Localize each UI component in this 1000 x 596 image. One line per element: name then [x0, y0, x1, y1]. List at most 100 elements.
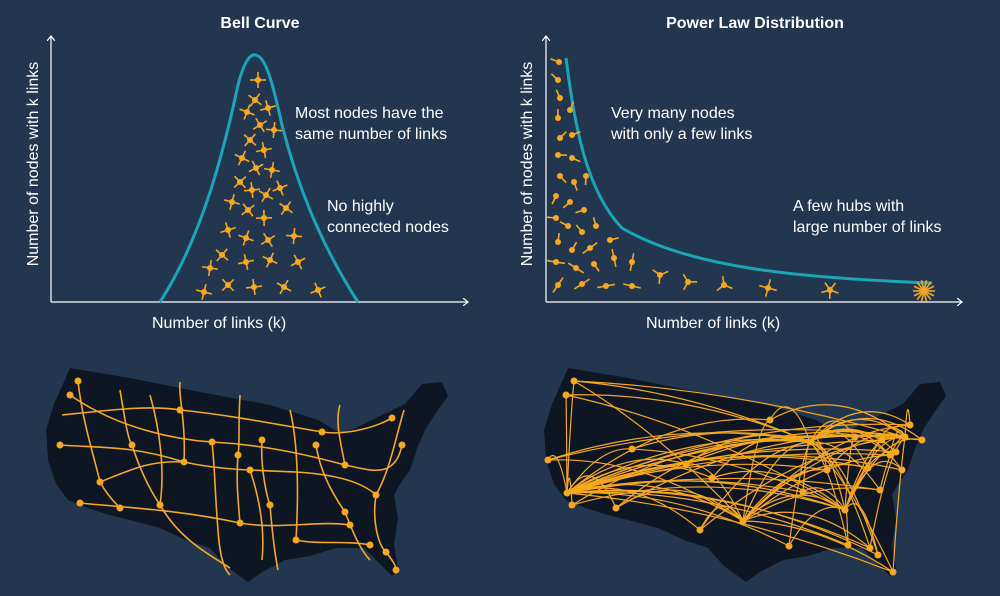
- power-node: [592, 217, 599, 229]
- airline-route: [566, 448, 897, 494]
- airline-city: [785, 542, 793, 550]
- airline-route: [566, 477, 573, 506]
- power-nodes: [546, 58, 935, 302]
- highway-city: [208, 438, 216, 446]
- airline-city: [612, 504, 620, 512]
- power-node: [716, 275, 733, 292]
- airline-route: [742, 494, 846, 522]
- airline-city: [866, 544, 874, 552]
- highway-cities: [56, 377, 406, 574]
- highway-road: [149, 394, 163, 506]
- bell-node: [265, 121, 283, 139]
- bell-node: [290, 254, 306, 270]
- airline-route: [566, 423, 911, 494]
- us-map-left: [46, 368, 448, 582]
- bell-note-same-links: Most nodes have the same number of links: [295, 105, 448, 143]
- airline-city: [878, 436, 886, 444]
- power-law-curve: [564, 57, 933, 285]
- highway-city: [341, 508, 349, 516]
- highway-city: [246, 466, 254, 474]
- highway-city: [128, 441, 136, 449]
- highway-city: [176, 406, 184, 414]
- power-node: [591, 261, 600, 272]
- highway-city: [366, 541, 374, 549]
- highway-city: [236, 519, 244, 527]
- power-node: [550, 58, 562, 65]
- highway-road: [337, 404, 346, 466]
- airline-route: [788, 441, 811, 547]
- highway-road: [295, 539, 371, 546]
- airline-city: [739, 517, 747, 525]
- highway-city: [346, 521, 354, 529]
- airline-city: [864, 464, 872, 472]
- highway-city: [388, 414, 396, 422]
- airline-city: [889, 568, 897, 576]
- bell-node: [215, 248, 229, 262]
- highway-city: [116, 504, 124, 512]
- airline-route: [809, 441, 871, 549]
- highway-city: [292, 536, 300, 544]
- power-node: [821, 282, 839, 300]
- bell-node: [220, 222, 236, 238]
- power-node: [546, 215, 559, 221]
- highway-city: [56, 441, 64, 449]
- airline-route: [566, 458, 687, 494]
- bell-node: [243, 133, 257, 147]
- airline-city: [628, 445, 636, 453]
- airline-city: [823, 466, 831, 474]
- bell-curve-title: Bell Curve: [220, 15, 300, 32]
- power-node: [555, 108, 561, 121]
- airline-route: [802, 487, 846, 511]
- bell-node: [201, 259, 219, 277]
- airline-city: [876, 486, 884, 494]
- airline-route: [844, 436, 906, 511]
- bell-node: [279, 201, 293, 215]
- highway-city: [156, 501, 164, 509]
- bell-node: [243, 181, 261, 199]
- highway-city: [341, 461, 349, 469]
- power-node: [596, 283, 616, 289]
- airline-route: [742, 436, 906, 522]
- power-node: [759, 279, 777, 297]
- airline-city: [851, 433, 859, 441]
- power-node: [574, 278, 590, 290]
- highway-road: [69, 394, 403, 471]
- airline-route: [571, 440, 811, 506]
- airline-route: [809, 441, 846, 511]
- airline-route: [809, 417, 923, 443]
- power-node: [555, 152, 568, 158]
- bell-node: [310, 282, 326, 298]
- highway-road: [249, 469, 264, 561]
- power-node: [571, 179, 578, 191]
- airline-city: [898, 466, 906, 474]
- airline-route: [566, 452, 891, 494]
- power-node: [682, 273, 698, 291]
- power-node: [550, 73, 561, 83]
- airline-city: [874, 551, 882, 559]
- bell-node: [224, 194, 240, 210]
- airline-route: [571, 486, 846, 511]
- airline-route: [566, 484, 744, 522]
- hub-node: [913, 280, 935, 302]
- bell-node: [250, 72, 266, 88]
- highway-road: [289, 409, 299, 541]
- bell-node: [239, 104, 255, 120]
- power-node: [555, 89, 563, 101]
- airline-city: [901, 433, 909, 441]
- bell-node: [248, 160, 264, 176]
- bell-node: [276, 279, 292, 295]
- highway-road: [59, 444, 377, 496]
- airline-route: [742, 424, 911, 522]
- power-node: [607, 237, 619, 243]
- bell-nodes: [196, 72, 326, 300]
- airline-city: [886, 451, 894, 459]
- power-node: [567, 262, 585, 274]
- airline-route: [573, 380, 744, 522]
- power-node: [629, 253, 635, 271]
- airline-city: [906, 421, 914, 429]
- airline-route: [699, 505, 744, 531]
- power-node: [575, 207, 587, 214]
- power-note-hubs: A few hubs with large number of links: [793, 198, 942, 236]
- power-node: [552, 277, 564, 293]
